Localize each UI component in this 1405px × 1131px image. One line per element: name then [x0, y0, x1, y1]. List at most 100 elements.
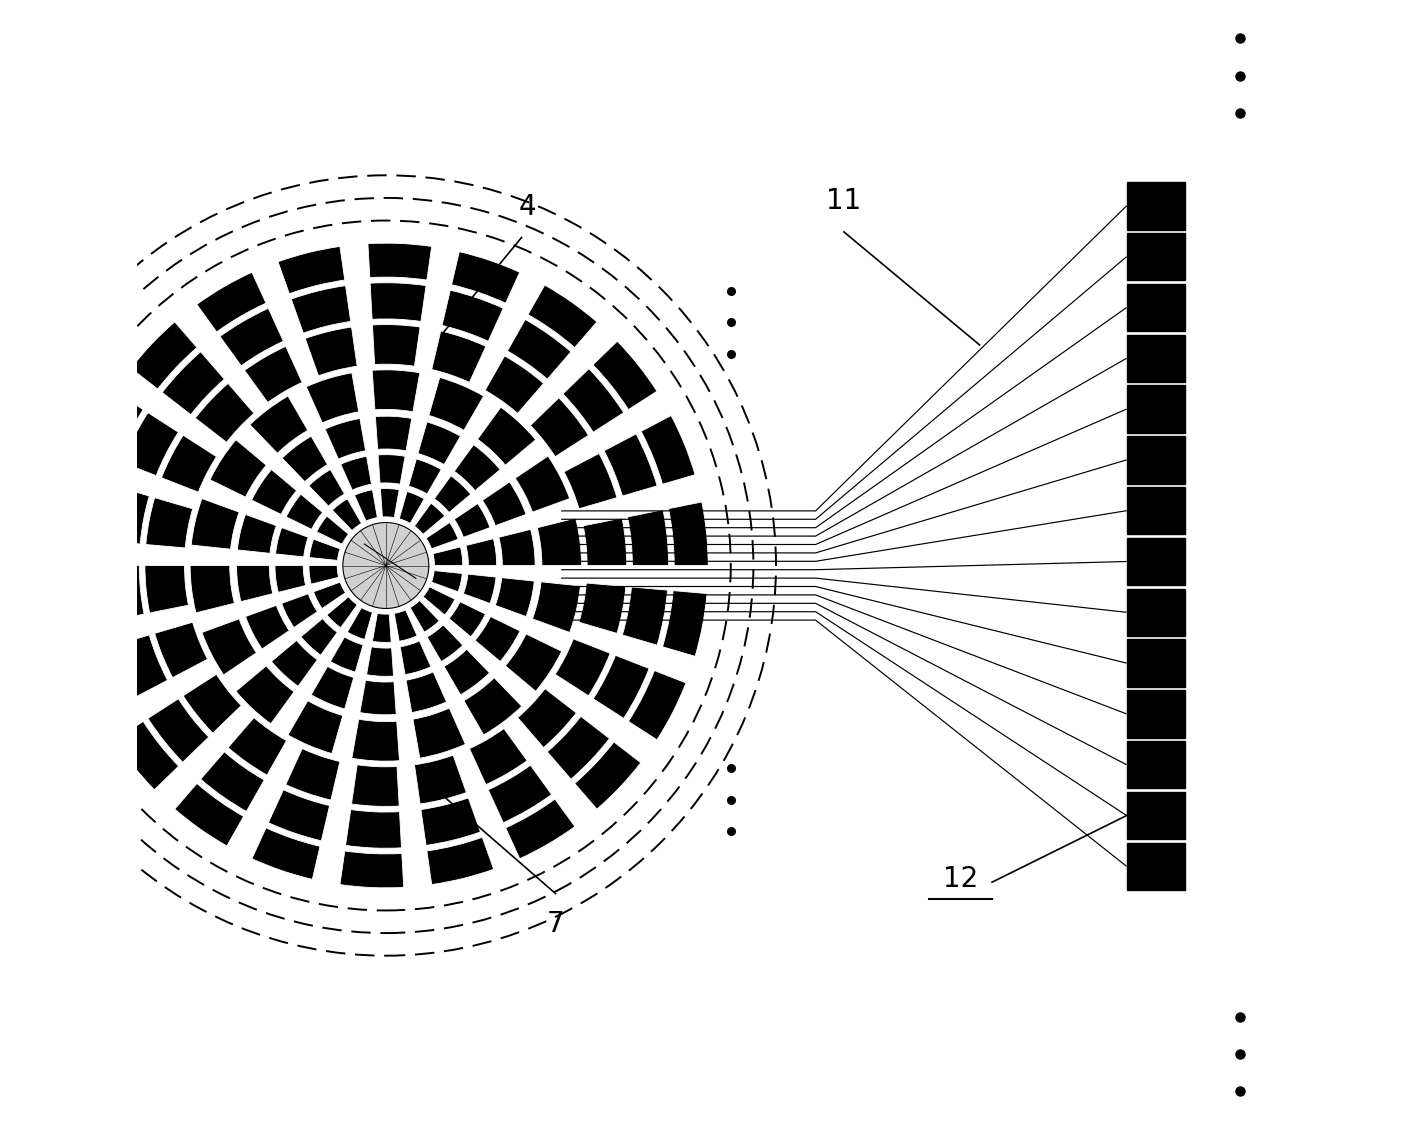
Wedge shape	[236, 566, 273, 602]
Wedge shape	[469, 728, 527, 785]
Wedge shape	[409, 459, 441, 494]
Wedge shape	[482, 482, 525, 526]
Wedge shape	[431, 331, 486, 382]
Wedge shape	[431, 570, 462, 592]
Wedge shape	[221, 309, 284, 365]
Wedge shape	[370, 283, 426, 321]
Wedge shape	[311, 666, 354, 709]
Wedge shape	[351, 719, 399, 761]
Wedge shape	[528, 285, 597, 347]
Wedge shape	[375, 416, 412, 451]
Wedge shape	[351, 765, 399, 806]
Bar	[1127, 386, 1186, 433]
Wedge shape	[278, 247, 344, 294]
Bar	[1127, 690, 1186, 737]
Wedge shape	[103, 566, 145, 621]
Wedge shape	[489, 766, 552, 822]
Wedge shape	[429, 378, 483, 430]
Wedge shape	[285, 749, 340, 800]
Wedge shape	[155, 622, 208, 677]
Wedge shape	[427, 837, 493, 884]
Wedge shape	[368, 243, 431, 280]
Wedge shape	[593, 655, 649, 718]
Wedge shape	[604, 434, 658, 497]
Wedge shape	[309, 539, 340, 561]
Wedge shape	[288, 701, 343, 753]
Wedge shape	[372, 370, 420, 412]
Wedge shape	[122, 413, 178, 476]
Wedge shape	[291, 286, 351, 334]
Wedge shape	[313, 582, 346, 608]
Wedge shape	[244, 346, 302, 403]
Wedge shape	[417, 422, 461, 465]
Bar	[1127, 182, 1186, 230]
Wedge shape	[372, 325, 420, 366]
Wedge shape	[426, 523, 458, 549]
Wedge shape	[531, 398, 589, 457]
Wedge shape	[427, 625, 462, 662]
Wedge shape	[354, 490, 378, 521]
Wedge shape	[579, 584, 625, 633]
Wedge shape	[507, 320, 570, 379]
Wedge shape	[414, 756, 466, 804]
Wedge shape	[399, 492, 424, 524]
Wedge shape	[423, 587, 455, 615]
Wedge shape	[191, 499, 239, 550]
Wedge shape	[575, 742, 641, 809]
Wedge shape	[282, 437, 327, 482]
Wedge shape	[131, 322, 197, 389]
Wedge shape	[209, 440, 267, 498]
Wedge shape	[309, 469, 344, 506]
Wedge shape	[669, 502, 708, 566]
Wedge shape	[450, 602, 486, 637]
Wedge shape	[413, 708, 465, 758]
Wedge shape	[162, 352, 225, 415]
Bar	[1127, 792, 1186, 839]
Wedge shape	[414, 503, 445, 534]
Wedge shape	[340, 851, 403, 888]
Wedge shape	[195, 383, 254, 442]
Wedge shape	[115, 722, 178, 789]
Text: 7: 7	[547, 910, 565, 939]
Wedge shape	[301, 619, 337, 655]
Wedge shape	[197, 273, 266, 331]
Bar	[1127, 741, 1186, 788]
Wedge shape	[76, 647, 131, 716]
Wedge shape	[316, 516, 348, 544]
Wedge shape	[464, 575, 496, 604]
Text: 12: 12	[943, 865, 978, 893]
Wedge shape	[246, 605, 289, 649]
Wedge shape	[443, 291, 503, 342]
Wedge shape	[628, 510, 669, 566]
Wedge shape	[305, 327, 357, 375]
Wedge shape	[201, 752, 264, 811]
Text: 4: 4	[518, 192, 537, 221]
Wedge shape	[434, 476, 471, 512]
Wedge shape	[65, 475, 110, 541]
Wedge shape	[104, 486, 149, 544]
Wedge shape	[202, 619, 257, 675]
Bar	[1127, 437, 1186, 484]
Wedge shape	[563, 454, 617, 509]
Wedge shape	[454, 444, 500, 491]
Wedge shape	[162, 435, 216, 492]
Wedge shape	[86, 391, 143, 460]
Wedge shape	[593, 342, 658, 409]
Wedge shape	[281, 594, 318, 628]
Wedge shape	[466, 538, 496, 566]
Wedge shape	[367, 647, 393, 676]
Wedge shape	[115, 634, 167, 697]
Wedge shape	[641, 415, 695, 484]
Bar	[1127, 233, 1186, 280]
Wedge shape	[237, 515, 277, 553]
Wedge shape	[516, 456, 569, 512]
Bar	[1127, 284, 1186, 331]
Bar	[1127, 639, 1186, 687]
Wedge shape	[422, 797, 481, 845]
Wedge shape	[506, 800, 575, 858]
Wedge shape	[287, 494, 323, 529]
Wedge shape	[506, 633, 562, 691]
Wedge shape	[406, 672, 447, 713]
Wedge shape	[146, 498, 192, 547]
Wedge shape	[341, 456, 371, 490]
